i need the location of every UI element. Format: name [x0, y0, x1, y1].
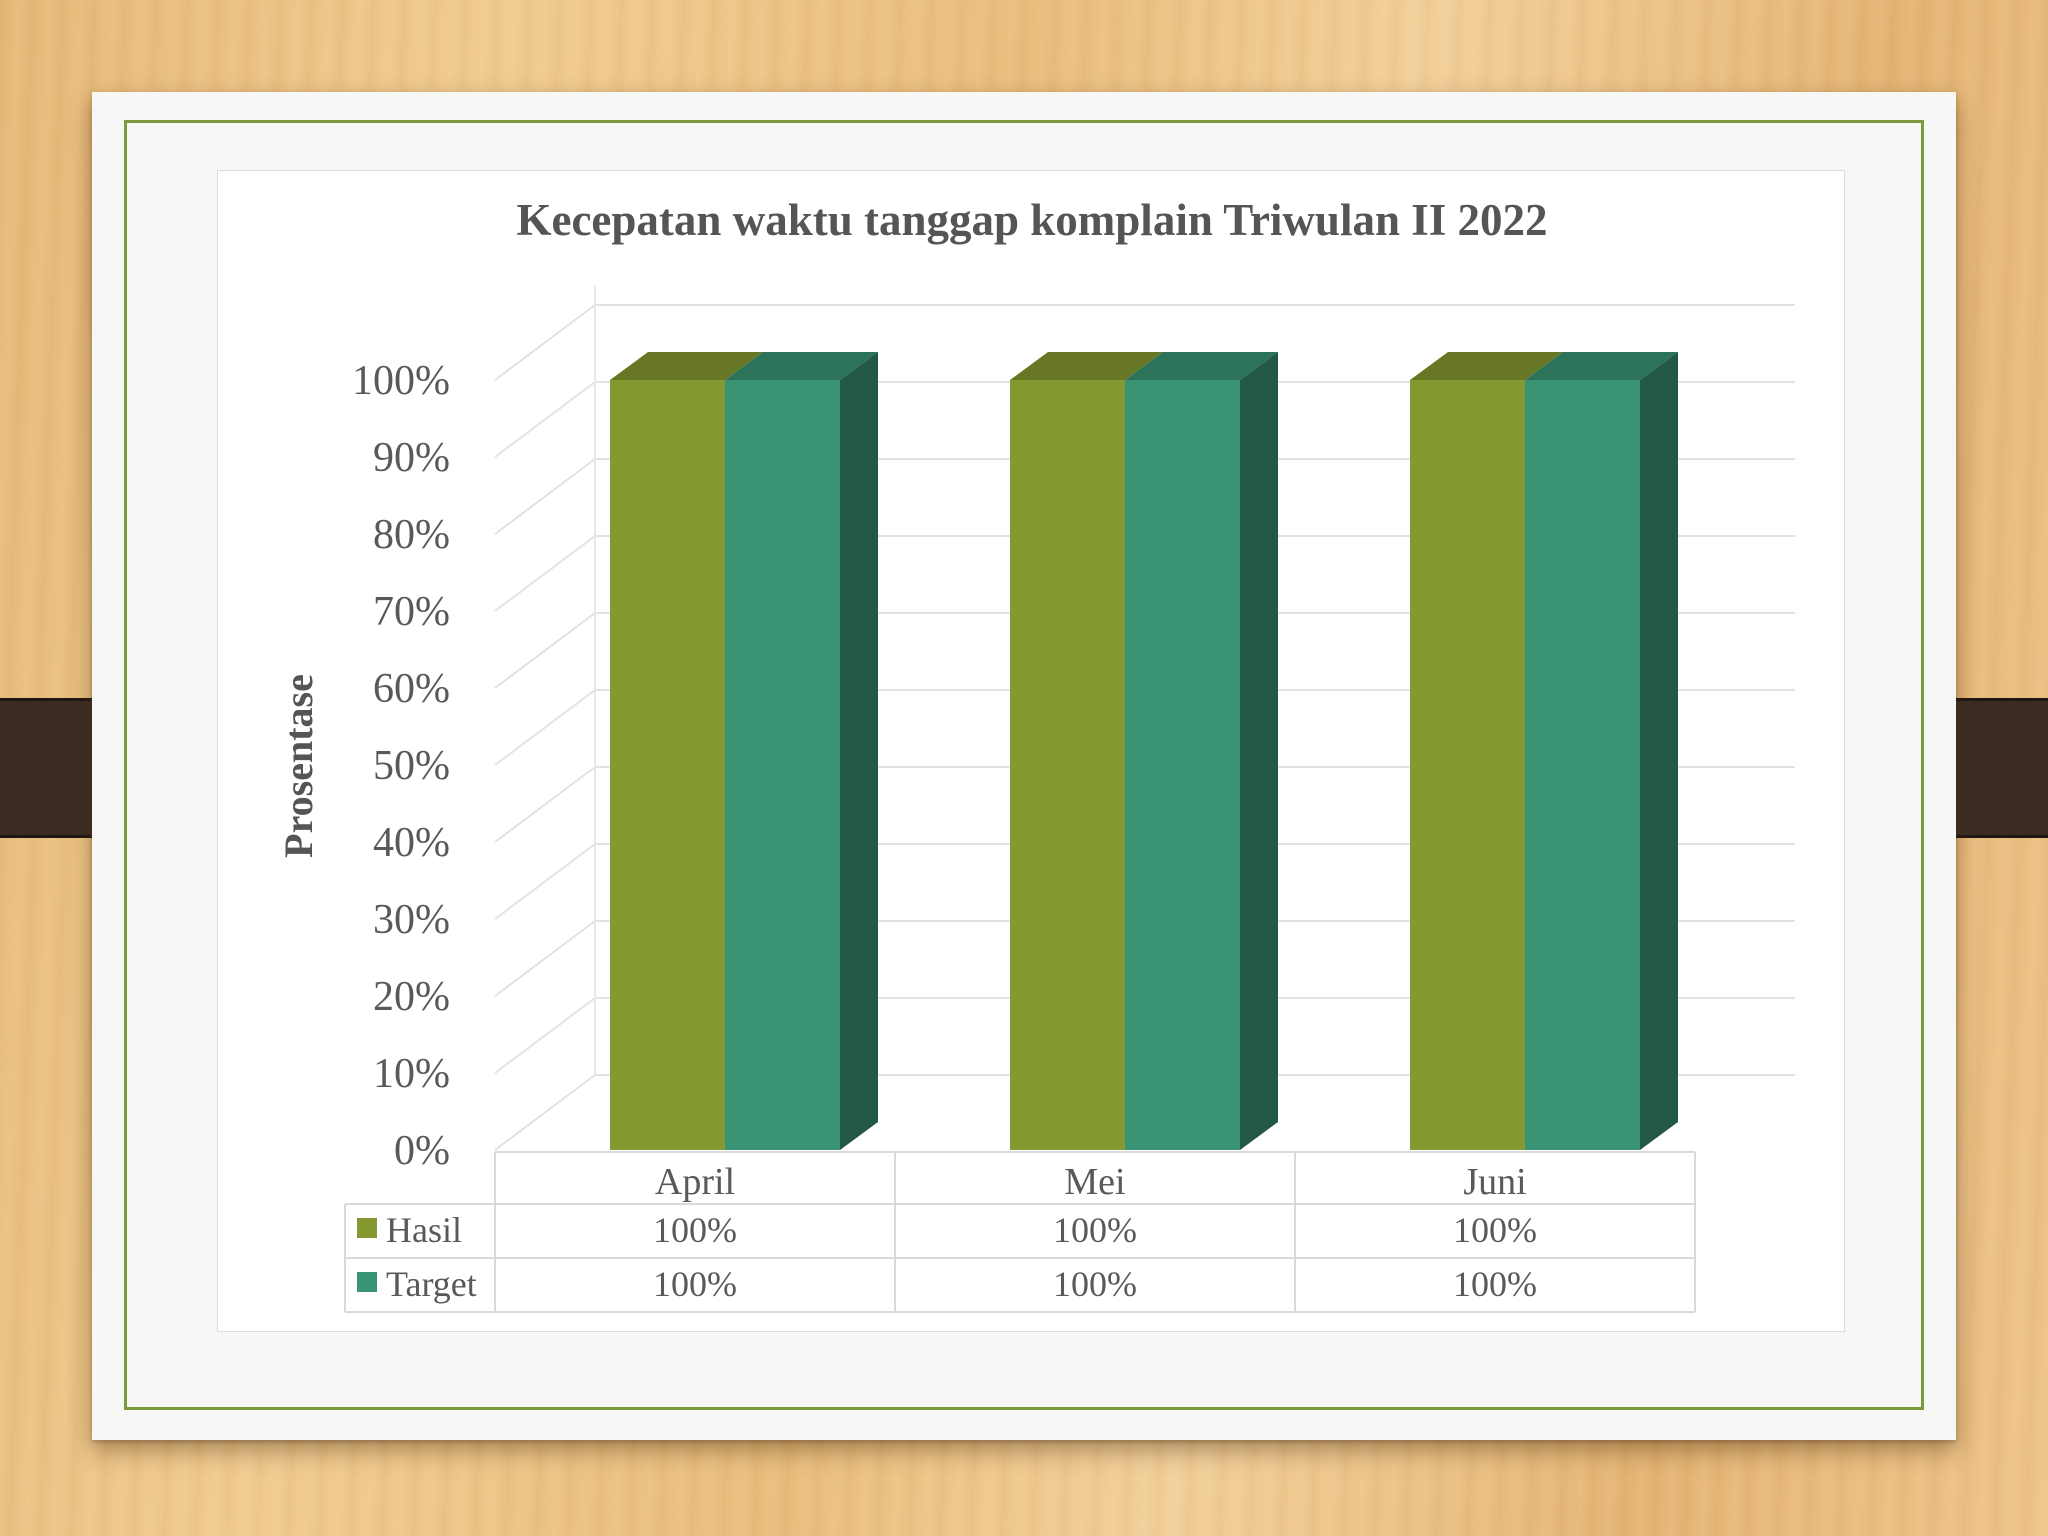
y-tick-label: 90% — [373, 435, 450, 481]
gridline-diagonal — [494, 381, 596, 458]
y-tick-label: 30% — [373, 897, 450, 943]
bar-front — [1010, 380, 1125, 1150]
bar-top — [1125, 352, 1278, 380]
slide-frame — [124, 120, 1924, 1410]
bar-front — [610, 380, 725, 1150]
bar-top — [610, 352, 763, 380]
bar-front — [1125, 380, 1240, 1150]
data-label: 100% — [653, 1210, 737, 1250]
legend-key-hasil — [357, 1218, 377, 1238]
bar-hasil-april — [610, 352, 763, 1150]
gridline-diagonal — [494, 535, 596, 612]
gridline-diagonal — [494, 997, 596, 1074]
bar-hasil-mei — [1010, 352, 1163, 1150]
bar-target-april — [725, 352, 878, 1150]
bar-side — [1640, 352, 1678, 1150]
y-tick-labels: 0% 10% 20% 30% 40% 50% 60% 70% 80% 90% 100% — [352, 358, 450, 1174]
y-tick-label: 20% — [373, 974, 450, 1020]
chart-title: Kecepatan waktu tanggap komplain Triwula… — [516, 195, 1547, 245]
y-tick-label: 100% — [352, 358, 450, 404]
gridline-diagonal — [494, 458, 596, 535]
y-tick-label: 40% — [373, 820, 450, 866]
legend-label: Target — [386, 1264, 477, 1304]
bars — [610, 352, 1678, 1150]
y-tick-label: 60% — [373, 666, 450, 712]
gridline-diagonal — [494, 920, 596, 997]
bar-target-juni — [1525, 352, 1678, 1150]
gridline-diagonal — [494, 1074, 596, 1151]
legend-label: Hasil — [386, 1210, 462, 1250]
bar-hasil-juni — [1410, 352, 1563, 1150]
bar-front — [1525, 380, 1640, 1150]
x-tick-label: Juni — [1463, 1161, 1526, 1203]
gridline-diagonal — [494, 689, 596, 766]
bar-side — [840, 352, 878, 1150]
data-label: 100% — [1053, 1210, 1137, 1250]
gridline-diagonal — [494, 612, 596, 689]
data-table: April Mei Juni Hasil 100% 100% 100% Target 100% 1… — [344, 1151, 1696, 1313]
y-tick-label: 50% — [373, 743, 450, 789]
data-label: 100% — [1053, 1264, 1137, 1304]
gridline-diagonal — [494, 766, 596, 843]
bar-top — [725, 352, 878, 380]
legend-key-target — [357, 1272, 377, 1292]
data-label: 100% — [1453, 1264, 1537, 1304]
bar-front — [725, 380, 840, 1150]
x-tick-label: April — [655, 1161, 735, 1203]
y-tick-label: 80% — [373, 512, 450, 558]
bar-top — [1010, 352, 1163, 380]
y-tick-label: 10% — [373, 1051, 450, 1097]
bar-front — [1410, 380, 1525, 1150]
data-label: 100% — [1453, 1210, 1537, 1250]
bar-top — [1525, 352, 1678, 380]
y-tick-label: 70% — [373, 589, 450, 635]
gridline-diagonal — [494, 304, 596, 381]
bar-side — [1240, 352, 1278, 1150]
bar-top — [1410, 352, 1563, 380]
x-tick-label: Mei — [1064, 1161, 1125, 1203]
bar-target-mei — [1125, 352, 1278, 1150]
data-label: 100% — [653, 1264, 737, 1304]
y-axis-label: Prosentase — [276, 674, 321, 858]
y-tick-label: 0% — [394, 1128, 450, 1174]
gridline-diagonal — [494, 843, 596, 920]
